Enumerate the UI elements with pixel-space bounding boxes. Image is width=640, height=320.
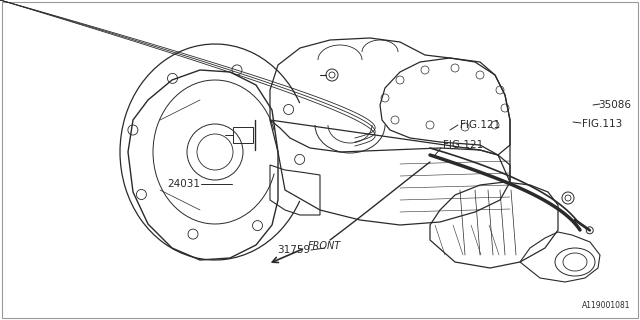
Text: 35086: 35086	[598, 100, 631, 110]
Text: 31759: 31759	[277, 245, 310, 255]
Text: FRONT: FRONT	[308, 241, 341, 251]
Text: 24031: 24031	[167, 179, 200, 189]
Text: FIG.121: FIG.121	[460, 120, 500, 130]
Text: FIG.121: FIG.121	[443, 140, 483, 150]
Text: FIG.113: FIG.113	[582, 119, 622, 129]
Text: A119001081: A119001081	[582, 301, 630, 310]
